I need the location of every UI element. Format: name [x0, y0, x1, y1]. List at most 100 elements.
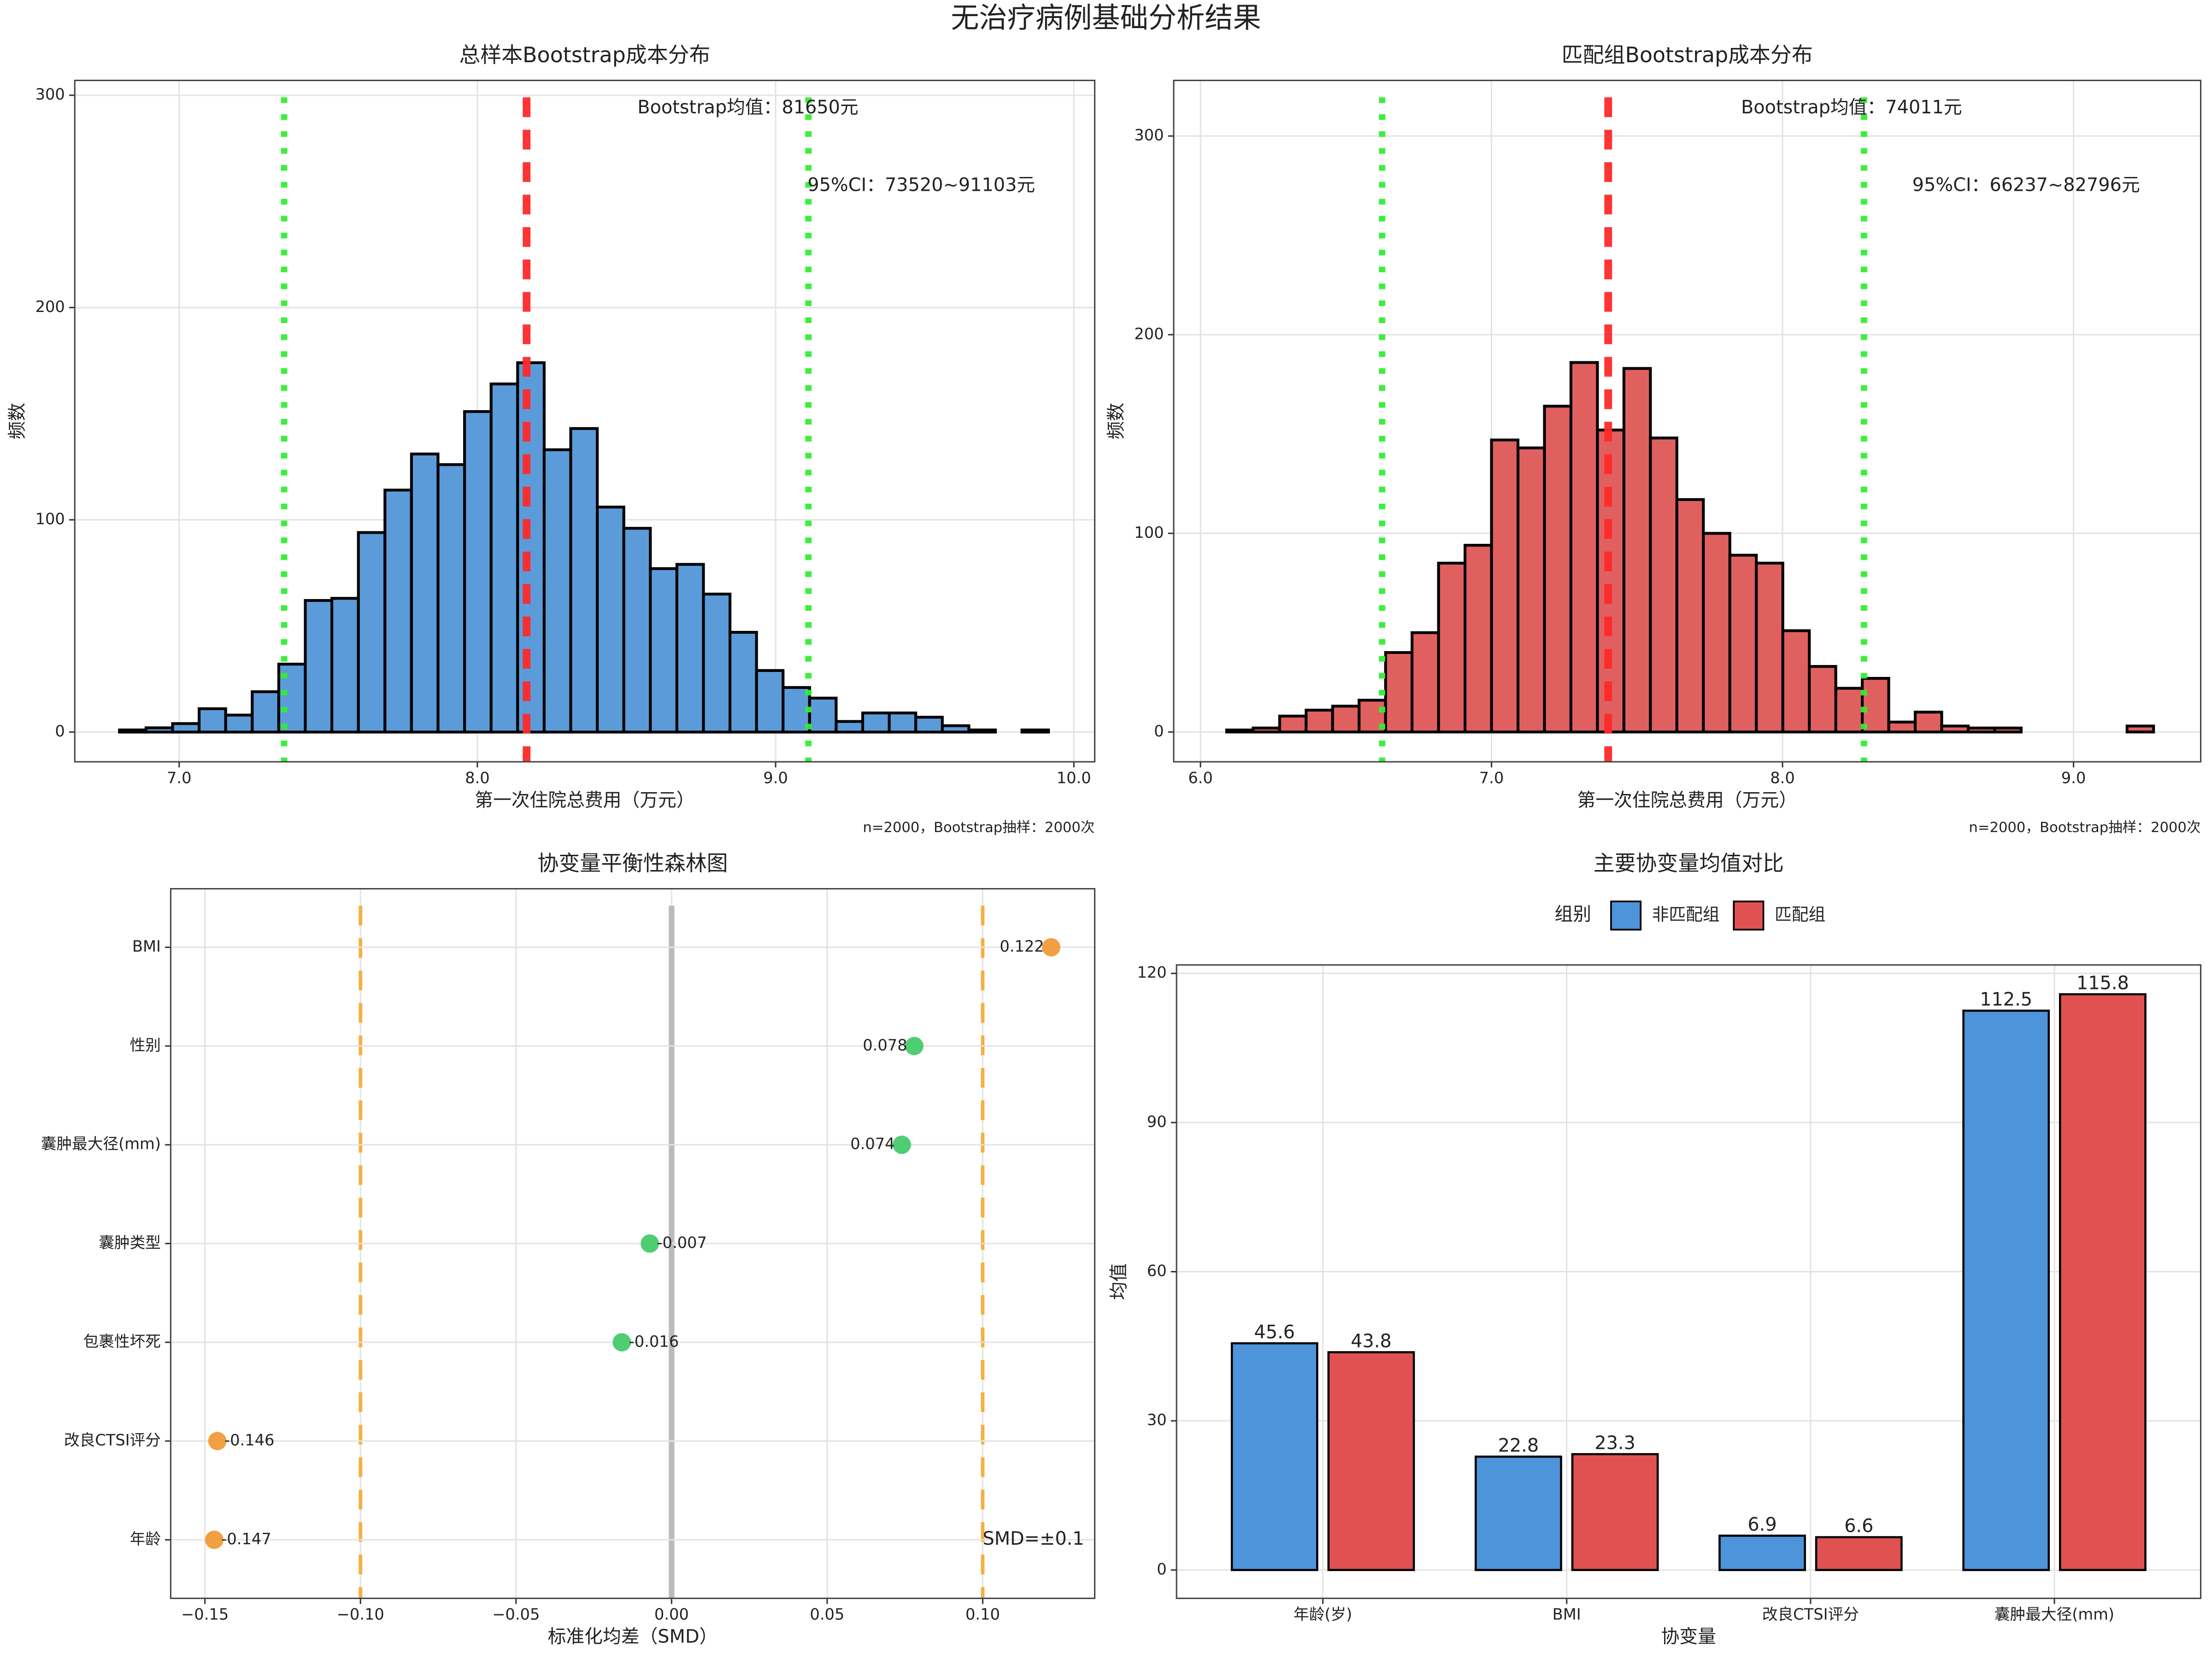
histogram-bar — [1543, 405, 1573, 734]
histogram-bar — [569, 427, 599, 734]
y-tick-label: 0 — [55, 722, 65, 740]
histogram-bar — [1622, 367, 1652, 734]
x-tick-label: 9.0 — [763, 769, 788, 787]
legend-swatch — [1610, 900, 1642, 931]
histogram-bar — [622, 527, 652, 734]
histogram-bar — [1887, 720, 1917, 734]
histogram-bar — [888, 712, 918, 734]
histogram-bar — [171, 722, 201, 734]
y-tick-label: 300 — [35, 85, 65, 103]
histogram-bar — [967, 728, 997, 734]
x-tick-label: 9.0 — [2061, 769, 2086, 787]
histogram-bar — [383, 488, 413, 734]
annotation: Bootstrap均值：81650元 — [637, 97, 859, 118]
x-tick-label: −0.15 — [181, 1606, 229, 1624]
x-tick-label: 7.0 — [1479, 769, 1504, 787]
caption: n=2000，Bootstrap抽样：2000次 — [1969, 819, 2200, 835]
histogram-bar — [1675, 498, 1705, 734]
plot-border — [170, 888, 1096, 1599]
legend-swatch — [1733, 900, 1765, 931]
chart-panel: 匹配组Bootstrap成本分布 6.0 7.0 8.0 9.0 0 100 200 300 第一… — [1106, 42, 2202, 835]
histogram-bar — [755, 669, 785, 734]
y-tick-label: BMI — [132, 937, 161, 955]
y-tick-label: 200 — [35, 298, 65, 316]
chart-title: 协变量平衡性森林图 — [537, 851, 728, 876]
histogram-bar — [1278, 714, 1308, 734]
y-tick-label: 性别 — [130, 1036, 161, 1054]
histogram-bar — [224, 713, 254, 734]
x-axis-label: 协变量 — [1661, 1626, 1716, 1647]
histogram-bar — [1808, 665, 1837, 734]
histogram-bar — [1569, 361, 1599, 734]
histogram-bar — [436, 463, 466, 734]
y-tick-label: 囊肿最大径(mm) — [41, 1135, 161, 1153]
point — [1042, 938, 1060, 957]
y-tick-label: 60 — [1147, 1262, 1167, 1280]
y-tick-label: 90 — [1147, 1112, 1167, 1130]
histogram-bar — [808, 696, 838, 734]
data-label: 0.078 — [863, 1036, 907, 1054]
bar — [2059, 993, 2147, 1571]
y-tick-label: 30 — [1147, 1411, 1167, 1429]
x-tick-label: 10.0 — [1057, 769, 1091, 787]
histogram-bar — [516, 361, 546, 734]
histogram-bar — [1020, 728, 1050, 734]
y-tick-label: 120 — [1137, 964, 1166, 982]
x-tick-label: 改良CTSI评分 — [1762, 1606, 1859, 1624]
point — [893, 1135, 911, 1154]
histogram-bar — [1516, 446, 1546, 734]
histogram-bar — [1834, 687, 1864, 734]
histogram-bar — [1437, 561, 1467, 734]
caption: n=2000，Bootstrap抽样：2000次 — [863, 819, 1094, 835]
histogram-bar — [542, 448, 572, 734]
bar — [1474, 1455, 1562, 1571]
histogram-bar — [410, 453, 440, 734]
histogram-bar — [1252, 726, 1281, 734]
point — [641, 1234, 659, 1253]
histogram-bar — [357, 531, 387, 734]
chart-panel: 总样本Bootstrap成本分布 7.0 8.0 9.0 10.0 0 100 200 300 第… — [6, 42, 1096, 835]
data-label: 22.8 — [1498, 1435, 1539, 1456]
data-label: 112.5 — [1980, 989, 2032, 1010]
histogram-bar — [1649, 436, 1678, 734]
histogram-bar — [330, 597, 360, 734]
histogram-bar — [144, 726, 174, 734]
x-tick-label: 囊肿最大径(mm) — [1994, 1606, 2114, 1624]
bar — [1327, 1351, 1415, 1571]
histogram-bar — [1781, 629, 1811, 734]
histogram-bar — [1331, 705, 1361, 734]
histogram-bar — [1966, 726, 1996, 734]
x-tick-label: BMI — [1553, 1606, 1581, 1624]
bar — [1962, 1009, 2050, 1571]
y-tick-label: 0 — [1154, 722, 1164, 740]
histogram-bar — [1358, 699, 1387, 734]
histogram-bar — [675, 563, 705, 734]
histogram-bar — [1940, 724, 1970, 734]
annotation: 95%CI：66237~82796元 — [1912, 175, 2140, 196]
histogram-bar — [914, 716, 944, 734]
histogram-bar — [1702, 532, 1731, 734]
y-axis-label: 频数 — [6, 403, 28, 440]
histogram-bar — [1861, 677, 1890, 734]
histogram-bar — [1225, 729, 1255, 734]
histogram-bar — [251, 690, 280, 734]
annotation: 95%CI：73520~91103元 — [807, 175, 1035, 196]
histogram-bar — [728, 631, 758, 734]
histogram-bar — [702, 593, 732, 734]
plot-content — [1177, 965, 2201, 1599]
y-tick-label: 100 — [1134, 524, 1164, 541]
histogram-bar — [1755, 561, 1784, 734]
data-label: 0.074 — [850, 1135, 894, 1153]
data-label: 0.122 — [1000, 937, 1044, 955]
y-axis-label: 均值 — [1108, 1263, 1130, 1300]
x-tick-label: 8.0 — [465, 769, 490, 787]
x-axis-label: 第一次住院总费用（万元） — [1577, 789, 1797, 811]
histogram-bar — [1411, 631, 1440, 734]
legend-title: 组别 — [1554, 904, 1591, 925]
y-tick-label: 0 — [1157, 1560, 1166, 1578]
data-label: 45.6 — [1254, 1322, 1295, 1343]
data-label: 115.8 — [2077, 973, 2129, 994]
chart-title: 总样本Bootstrap成本分布 — [459, 42, 710, 67]
